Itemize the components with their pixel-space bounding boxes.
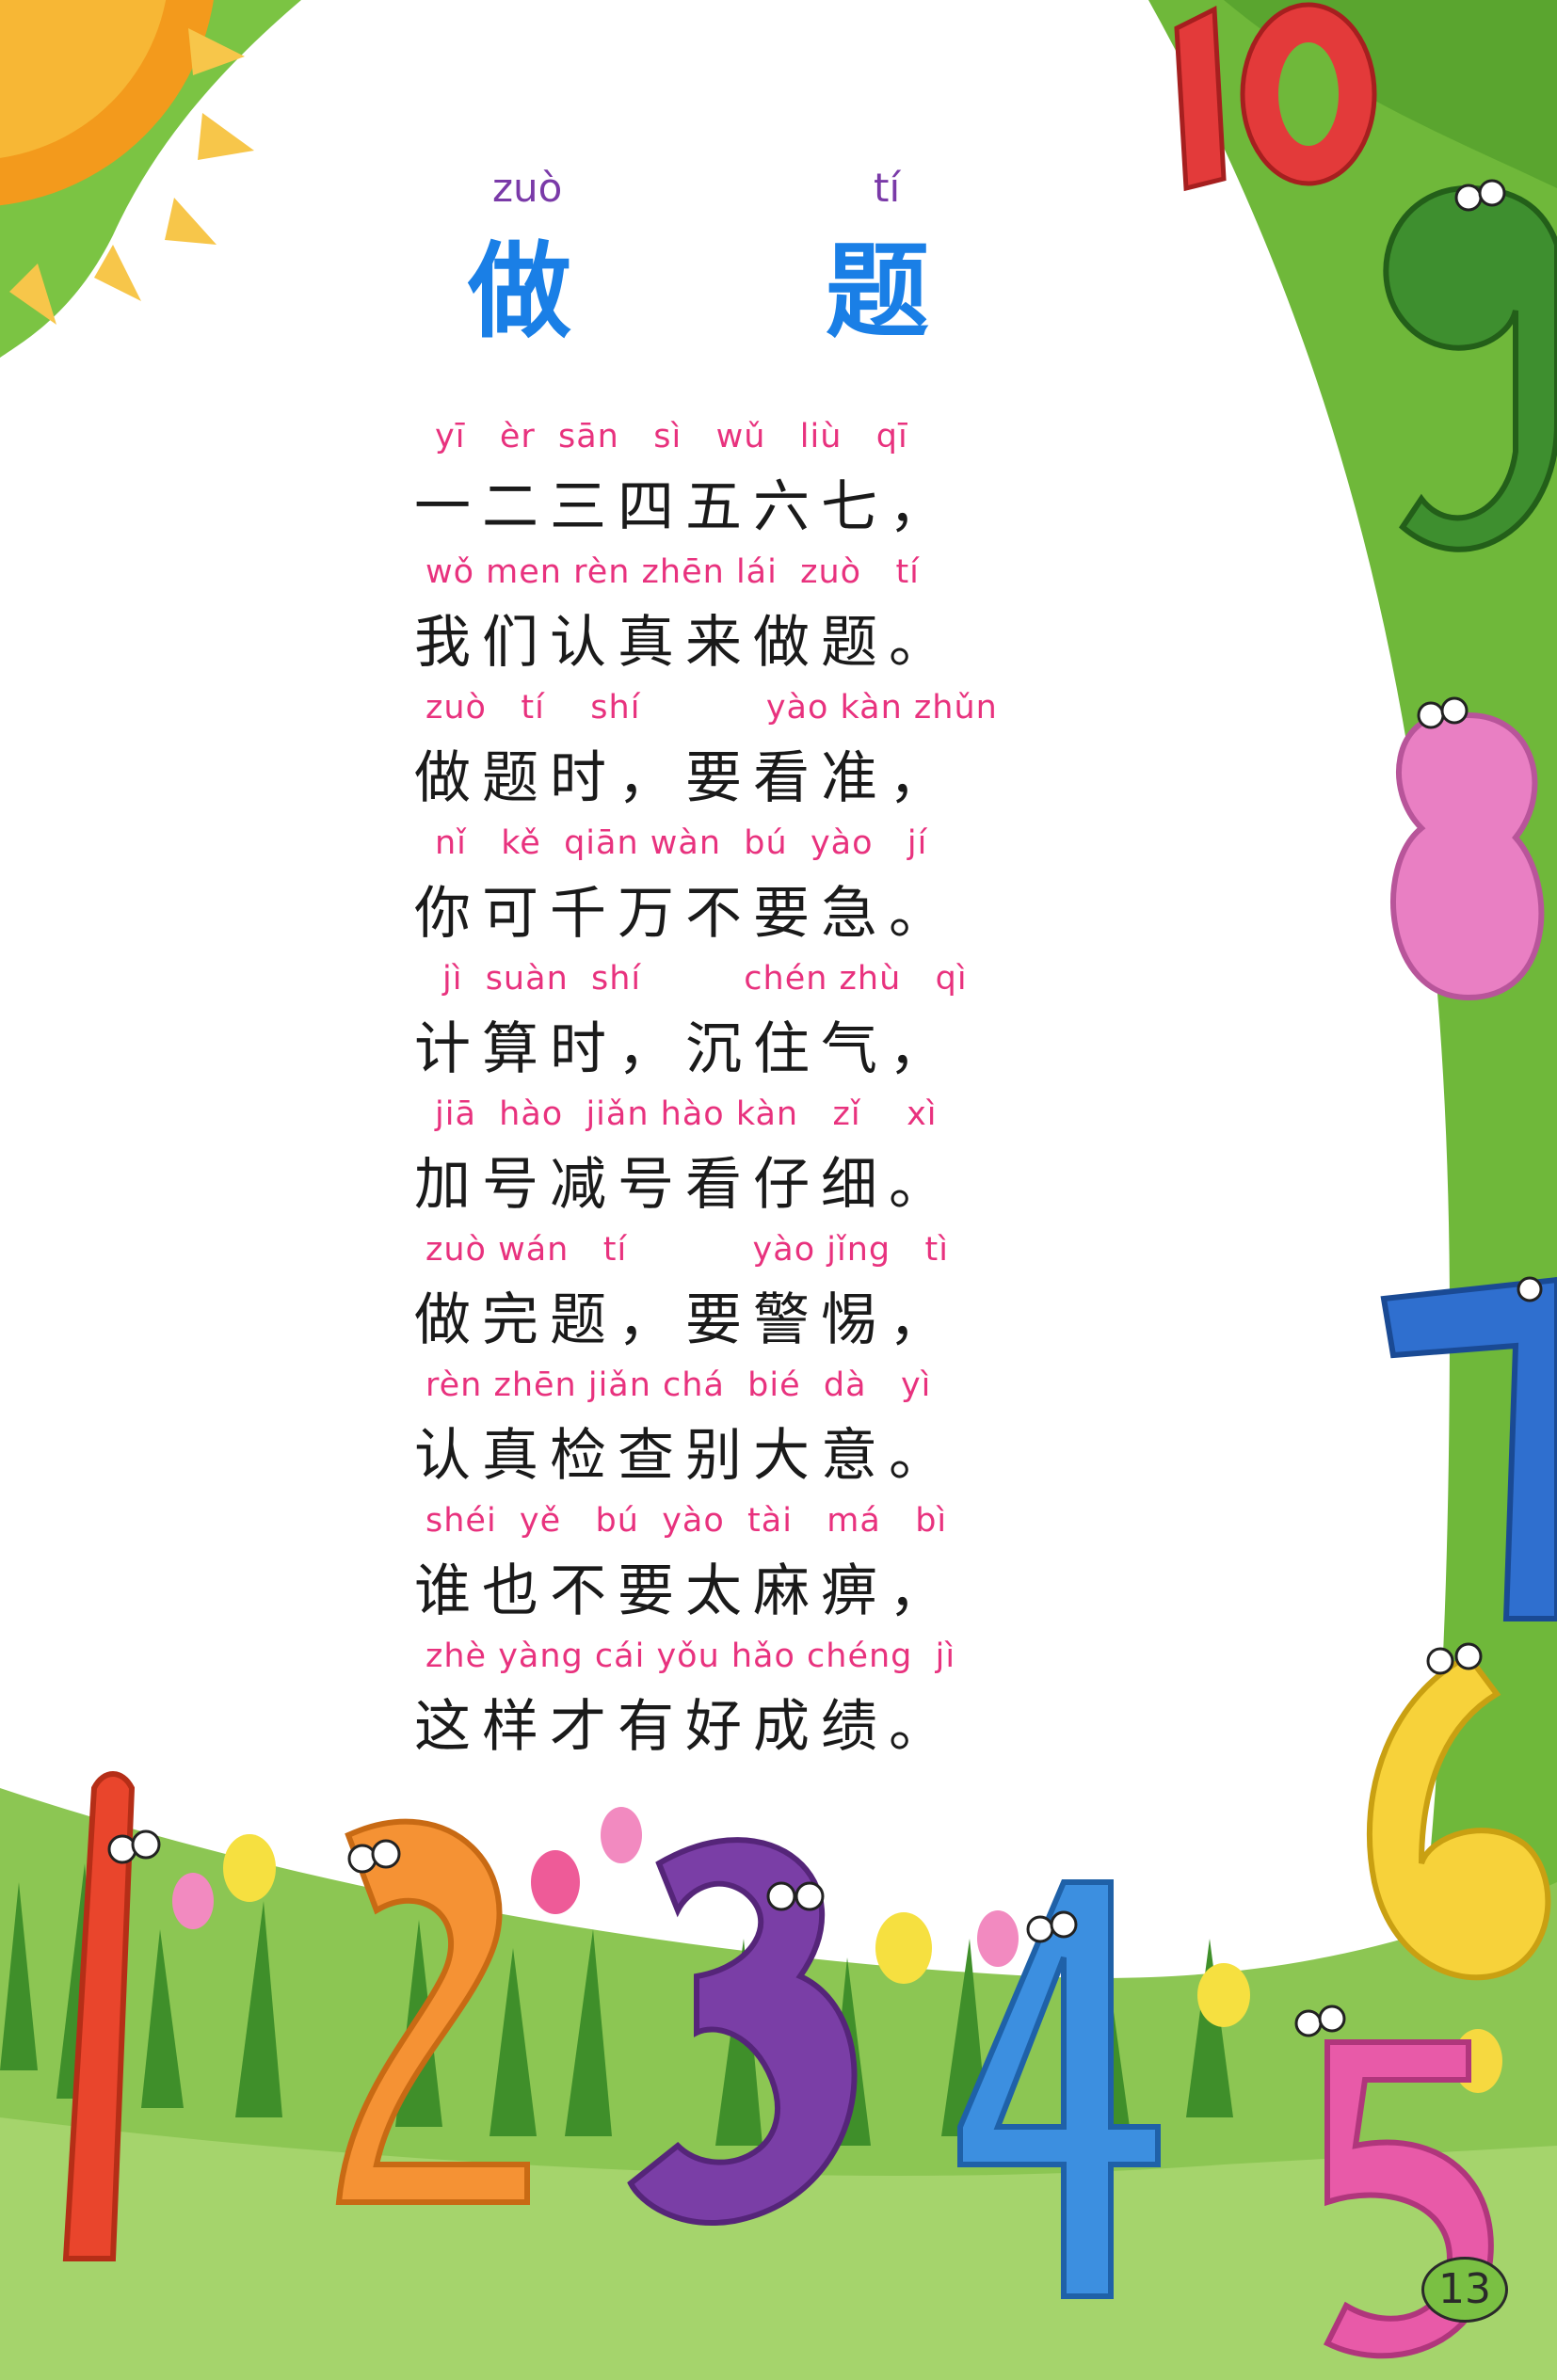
page-number: 13 <box>1421 2257 1508 2323</box>
poem-line-6-pinyin: jiā hào jiǎn hào kàn zǐ xì <box>435 1095 938 1133</box>
poem-line-10-pinyin: zhè yàng cái yǒu hǎo chéng jì <box>425 1637 956 1675</box>
title-pinyin-ti: tí <box>874 165 901 211</box>
poem-line-4-pinyin: nǐ kě qiān wàn bú yào jí <box>435 824 928 862</box>
poem-line-8-pinyin: rèn zhēn jiǎn chá bié dà yì <box>425 1366 932 1404</box>
poem-line-1-text: 一二三四五六七， <box>414 474 956 540</box>
poem-line-9-pinyin: shéi yě bú yào tài má bì <box>425 1502 948 1540</box>
title-char-zuo: 做 <box>468 232 573 352</box>
poem-line-4-text: 你可千万不要急。 <box>414 881 956 947</box>
poem-line-2-pinyin: wǒ men rèn zhēn lái zuò tí <box>425 553 920 591</box>
title-char-ti: 题 <box>826 232 931 352</box>
poem-line-5-text: 计算时，沉住气， <box>414 1016 956 1082</box>
poem-line-1-pinyin: yī èr sān sì wǔ liù qī <box>435 418 908 455</box>
poem-line-3-pinyin: zuò tí shí yào kàn zhǔn <box>425 689 998 727</box>
poem-line-9-text: 谁也不要太麻痹， <box>414 1558 956 1624</box>
poem-line-7-pinyin: zuò wán tí yào jǐng tì <box>425 1231 949 1269</box>
poem-line-2-text: 我们认真来做题。 <box>414 610 956 676</box>
poem-line-3-text: 做题时，要看准， <box>414 745 956 811</box>
poem-line-8-text: 认真检查别大意。 <box>414 1423 956 1489</box>
poem-line-6-text: 加号减号看仔细。 <box>414 1152 956 1218</box>
poem-line-7-text: 做完题，要警惕， <box>414 1287 956 1353</box>
right-grass-frame <box>1148 0 1557 2380</box>
poem-line-10-text: 这样才有好成绩。 <box>414 1694 956 1760</box>
poem-line-5-pinyin: jì suàn shí chén zhù qì <box>442 960 968 998</box>
title-pinyin-zuo: zuò <box>492 165 563 211</box>
